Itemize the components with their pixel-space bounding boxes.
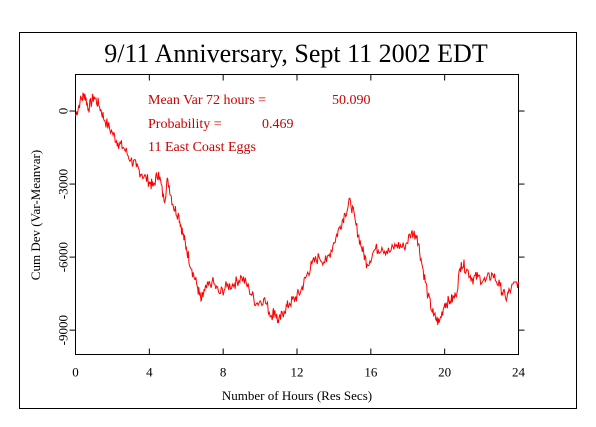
y-tick-label: 0 <box>56 108 71 115</box>
series-layer <box>75 92 519 326</box>
x-axis: 0 4 8 12 16 20 24 <box>72 74 526 380</box>
plot-frame <box>75 74 519 355</box>
y-tick-label: -3000 <box>56 169 71 199</box>
annotation-probability-label: Probability = <box>148 117 222 132</box>
x-tick-label: 8 <box>220 365 227 380</box>
x-tick-label: 16 <box>364 365 378 380</box>
x-tick-label: 20 <box>438 365 451 380</box>
x-tick-label: 24 <box>512 365 526 380</box>
annotation-mean-var-value: 50.090 <box>332 93 371 108</box>
series-line <box>75 92 519 326</box>
x-tick-label: 4 <box>146 365 153 380</box>
y-tick-label: -9000 <box>56 315 71 345</box>
chart-title: 9/11 Anniversary, Sept 11 2002 EDT <box>104 39 488 68</box>
annotation-mean-var-label: Mean Var 72 hours = <box>148 93 266 108</box>
annotation-eggs: 11 East Coast Eggs <box>148 140 256 155</box>
x-tick-label: 12 <box>291 365 304 380</box>
x-axis-label: Number of Hours (Res Secs) <box>222 388 372 403</box>
x-tick-label: 0 <box>72 365 79 380</box>
y-axis-label: Cum Dev (Var-Meanvar) <box>28 150 43 280</box>
annotation-probability-value: 0.469 <box>262 117 294 132</box>
y-tick-label: -6000 <box>56 242 71 272</box>
annotation-block: Mean Var 72 hours = 50.090 Probability =… <box>148 93 371 155</box>
outer-frame <box>19 32 577 409</box>
y-axis: 0 -3000 -6000 -9000 <box>56 108 525 345</box>
